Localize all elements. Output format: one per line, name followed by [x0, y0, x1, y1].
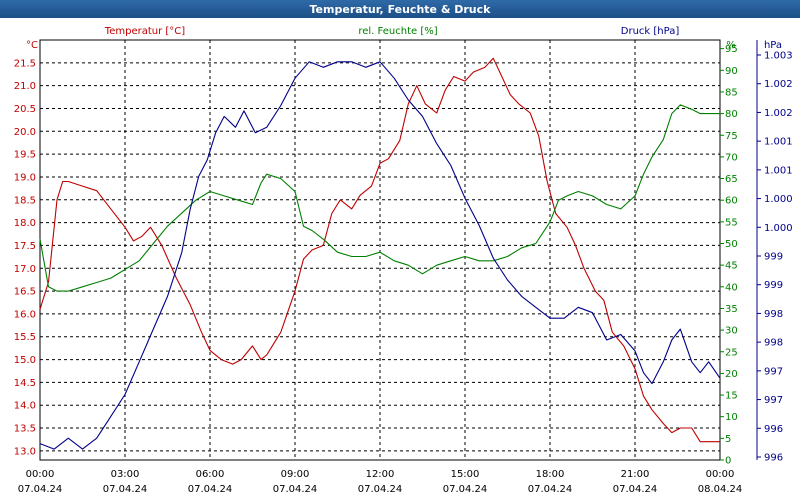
temperature-tick-label: 18.0: [14, 218, 36, 229]
humidity-tick-label: 40: [725, 282, 738, 293]
pressure-tick-label: 1.001: [764, 165, 793, 176]
humidity-tick-label: 70: [725, 152, 738, 163]
pressure-tick-label: 1.002: [764, 79, 793, 90]
pressure-tick-label: 1.000: [764, 223, 793, 234]
temperature-tick-label: 17.5: [14, 241, 36, 252]
pressure-tick-label: 997: [764, 395, 783, 406]
temperature-series-line: [39, 57, 720, 443]
pressure-tick-label: 1.003: [764, 51, 793, 62]
humidity-tick-label: 75: [725, 131, 738, 142]
temperature-tick-label: 19.5: [14, 150, 36, 161]
temperature-tick-label: 18.5: [14, 195, 36, 206]
pressure-tick-label: 1.002: [764, 108, 793, 119]
humidity-tick-label: 55: [725, 217, 738, 228]
x-tick-date-label: 07.04.24: [18, 484, 63, 495]
x-tick-time-label: 00:00: [706, 469, 735, 480]
temperature-tick-label: 20.0: [14, 127, 36, 138]
pressure-tick-label: 998: [764, 309, 783, 320]
series-layer: [39, 57, 721, 450]
temperature-axis-label: Temperatur [°C]: [104, 26, 185, 37]
pressure-tick-label: 996: [764, 453, 783, 464]
temperature-unit: °C: [26, 40, 38, 51]
humidity-tick-label: 20: [725, 369, 738, 380]
temperature-tick-label: 15.5: [14, 332, 36, 343]
x-tick-date-label: 07.04.24: [103, 484, 148, 495]
x-tick-date-label: 07.04.24: [443, 484, 488, 495]
pressure-tick-label: 998: [764, 338, 783, 349]
pressure-unit: hPa: [764, 40, 782, 51]
humidity-tick-label: 95: [725, 44, 738, 55]
humidity-unit: %: [726, 40, 736, 51]
x-tick-date-label: 07.04.24: [188, 484, 233, 495]
temperature-tick-label: 20.5: [14, 104, 36, 115]
humidity-tick-label: 5: [725, 434, 731, 445]
humidity-tick-label: 45: [725, 261, 738, 272]
humidity-axis-label: rel. Feuchte [%]: [358, 26, 437, 37]
plot-frame: [39, 39, 721, 461]
x-tick-time-label: 15:00: [451, 469, 480, 480]
x-tick-date-label: 07.04.24: [273, 484, 318, 495]
pressure-tick-label: 997: [764, 366, 783, 377]
humidity-tick-label: 85: [725, 87, 738, 98]
humidity-tick-label: 35: [725, 304, 738, 315]
pressure-tick-label: 1.000: [764, 194, 793, 205]
humidity-tick-label: 60: [725, 196, 738, 207]
x-tick-time-label: 03:00: [111, 469, 140, 480]
pressure-axis-label: Druck [hPa]: [621, 26, 680, 37]
x-tick-time-label: 09:00: [281, 469, 310, 480]
humidity-tick-label: 15: [725, 391, 738, 402]
pressure-tick-label: 999: [764, 280, 783, 291]
humidity-tick-label: 25: [725, 347, 738, 358]
temperature-tick-label: 19.0: [14, 172, 36, 183]
humidity-tick-label: 0: [725, 456, 731, 467]
temperature-tick-label: 13.5: [14, 424, 36, 435]
humidity-series-line: [39, 104, 720, 292]
x-tick-time-label: 12:00: [366, 469, 395, 480]
pressure-tick-label: 999: [764, 252, 783, 263]
pressure-series-line: [39, 61, 721, 450]
humidity-tick-label: 80: [725, 109, 738, 120]
humidity-tick-label: 65: [725, 174, 738, 185]
chart-title: Temperatur, Feuchte & Druck: [310, 3, 492, 16]
temperature-tick-label: 14.5: [14, 378, 36, 389]
humidity-tick-label: 10: [725, 412, 738, 423]
temperature-tick-label: 16.5: [14, 287, 36, 298]
humidity-tick-label: 50: [725, 239, 738, 250]
grid: [40, 40, 720, 460]
x-tick-date-label: 07.04.24: [613, 484, 658, 495]
pressure-tick-label: 1.001: [764, 137, 793, 148]
temperature-tick-label: 14.0: [14, 401, 36, 412]
x-tick-time-label: 00:00: [26, 469, 55, 480]
humidity-tick-label: 90: [725, 66, 738, 77]
x-tick-date-label: 07.04.24: [358, 484, 403, 495]
tick-labels: 13.0 13.5 14.0 14.5 15.0 15.5 16.0 16.5 17.0 17.5…: [14, 40, 793, 495]
temperature-tick-label: 17.0: [14, 264, 36, 275]
humidity-tick-label: 30: [725, 326, 738, 337]
x-tick-time-label: 18:00: [536, 469, 565, 480]
x-tick-time-label: 06:00: [196, 469, 225, 480]
temperature-tick-label: 16.0: [14, 309, 36, 320]
x-tick-date-label: 08.04.24: [698, 484, 743, 495]
pressure-tick-label: 996: [764, 424, 783, 435]
temperature-tick-label: 15.0: [14, 355, 36, 366]
x-tick-date-label: 07.04.24: [528, 484, 573, 495]
x-tick-time-label: 21:00: [621, 469, 650, 480]
temperature-tick-label: 21.0: [14, 81, 36, 92]
title-bar: [0, 0, 800, 18]
temperature-tick-label: 21.5: [14, 58, 36, 69]
temperature-tick-label: 13.0: [14, 446, 36, 457]
